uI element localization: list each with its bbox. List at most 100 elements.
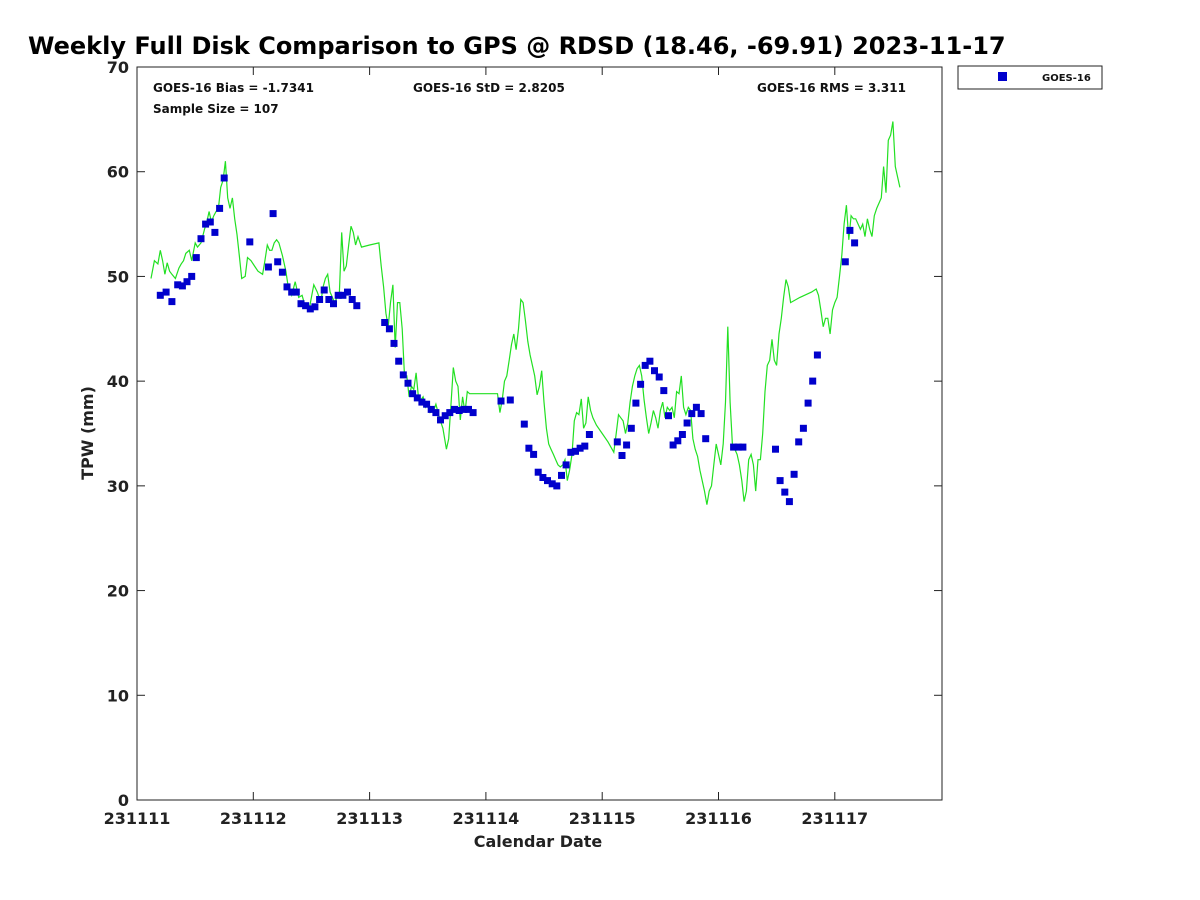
y-tick-label: 10 (107, 686, 129, 705)
goes16-data-point (627, 424, 635, 432)
goes16-data-point (558, 471, 565, 479)
goes16-data-point (418, 398, 426, 406)
goes16-data-point (562, 461, 570, 469)
goes16-data-point (460, 405, 468, 413)
legend: GOES-16 (957, 65, 1103, 90)
goes16-data-point (651, 367, 658, 375)
goes16-data-point (674, 437, 682, 445)
goes16-data-point (637, 380, 645, 388)
goes16-data-point (216, 204, 224, 212)
goes16-data-point (197, 235, 205, 243)
goes16-data-point (390, 339, 398, 347)
x-axis: 231111 231112 231113 231114 231115 231116 2311… (104, 67, 868, 828)
goes16-data-point (799, 424, 807, 432)
goes16-data-point (306, 305, 314, 313)
goes16-data-point (739, 443, 747, 451)
goes16-data-point (288, 288, 296, 296)
goes16-data-point (553, 482, 561, 490)
goes16-data-point (525, 444, 533, 452)
y-tick-label: 60 (107, 163, 129, 182)
goes16-data-point (399, 371, 407, 379)
goes16-data-point (506, 396, 514, 404)
goes16-data-point (192, 254, 200, 262)
goes16-data-point (311, 303, 319, 311)
goes16-data-point (188, 272, 196, 280)
goes16-data-point (269, 210, 277, 218)
sample-size-stat: Sample Size = 107 (153, 102, 279, 116)
goes16-data-point (813, 351, 821, 359)
goes16-data-point (202, 220, 210, 228)
plot-frame (136, 66, 943, 801)
x-tick-label: 231112 (220, 809, 287, 828)
goes16-data-point (497, 397, 505, 405)
goes16-data-point (669, 441, 677, 449)
y-axis-label: TPW (mm) (78, 386, 97, 480)
legend-marker (998, 72, 1007, 81)
goes16-data-point (581, 442, 589, 450)
goes16-data-point (446, 409, 454, 417)
legend-label: GOES-16 (1042, 73, 1091, 84)
goes16-data-point (660, 387, 668, 395)
goes16-data-point (520, 420, 528, 428)
goes16-data-point (795, 438, 803, 446)
goes16-data-point (790, 470, 798, 478)
goes16-data-point (441, 412, 449, 420)
goes16-data-point (469, 409, 477, 417)
goes16-data-point (334, 291, 342, 299)
gps-series-line (150, 121, 901, 505)
chart-title: Weekly Full Disk Comparison to GPS @ RDS… (28, 32, 1006, 60)
goes16-data-point (451, 405, 458, 413)
goes16-data-point (730, 443, 738, 451)
goes16-data-point (423, 400, 431, 408)
goes16-data-point (655, 373, 663, 381)
goes16-data-point (246, 238, 254, 246)
goes16-data-point (576, 444, 584, 452)
goes16-data-point (292, 288, 300, 296)
goes16-series (156, 174, 859, 506)
goes16-data-point (678, 431, 686, 438)
goes16-data-point (353, 302, 361, 310)
rms-stat: GOES-16 RMS = 3.311 (757, 81, 906, 95)
goes16-data-point (534, 468, 542, 476)
x-axis-label: Calendar Date (474, 832, 603, 851)
goes16-data-point (278, 268, 286, 276)
goes16-data-point (688, 410, 696, 418)
goes16-data-point (804, 399, 812, 407)
goes16-data-point (330, 300, 337, 308)
goes16-data-point (781, 488, 789, 496)
goes16-data-point (385, 325, 393, 333)
goes16-data-point (613, 438, 621, 446)
goes16-data-point (530, 450, 538, 458)
x-tick-label: 231115 (569, 809, 636, 828)
goes16-data-point (665, 412, 672, 420)
goes16-data-point (809, 377, 817, 385)
goes16-data-point (395, 357, 403, 365)
goes16-data-point (427, 405, 435, 413)
goes16-data-point (465, 405, 472, 413)
goes16-data-point (432, 409, 440, 417)
goes16-data-point (567, 448, 575, 456)
goes16-data-point (156, 291, 164, 299)
goes16-data-point (455, 407, 463, 414)
goes16-data-point (632, 399, 640, 407)
goes16-data-point (168, 298, 176, 306)
goes16-data-point (646, 357, 654, 365)
y-tick-label: 50 (107, 267, 129, 286)
goes16-data-point (316, 296, 324, 303)
goes16-data-point (283, 283, 291, 291)
goes16-data-point (211, 228, 219, 236)
goes16-data-point (846, 226, 854, 234)
goes16-data-point (702, 435, 710, 443)
goes16-data-point (548, 480, 556, 488)
goes16-data-point (734, 443, 742, 451)
goes16-data-point (404, 379, 412, 387)
x-tick-label: 231117 (801, 809, 868, 828)
x-tick-label: 231113 (336, 809, 403, 828)
goes16-data-point (544, 477, 551, 485)
goes16-data-point (623, 441, 631, 449)
x-tick-label: 231116 (685, 809, 752, 828)
goes16-data-point (539, 474, 547, 481)
goes16-data-point (697, 410, 705, 418)
goes16-data-point (413, 394, 421, 402)
